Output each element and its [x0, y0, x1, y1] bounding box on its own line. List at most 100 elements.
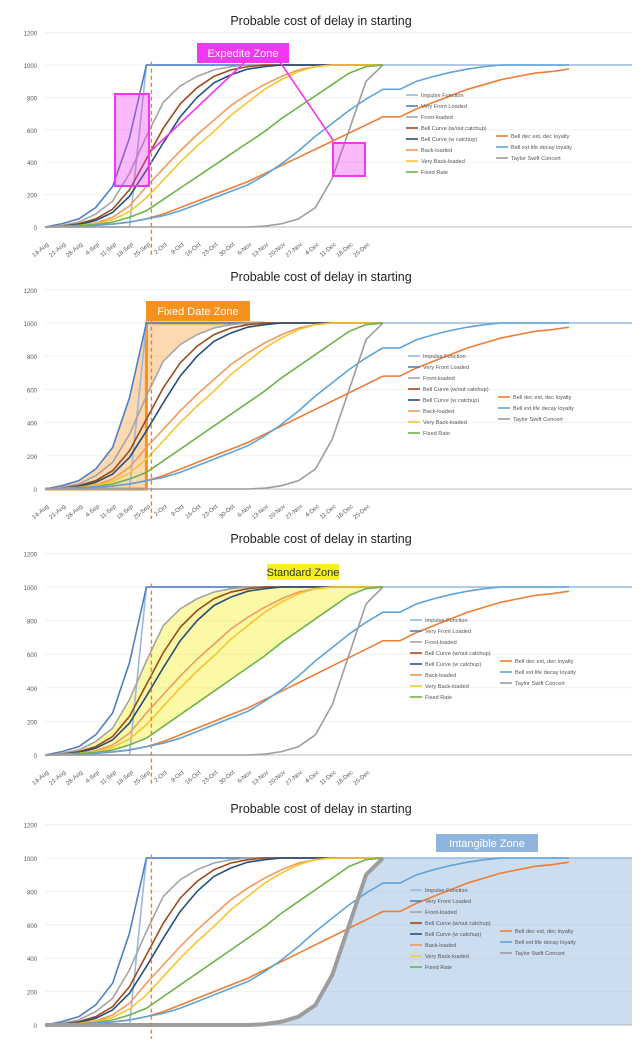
chart-panel-standard: Probable cost of delay in starting 0 200 4… [0, 524, 642, 787]
legend-label: Bell ext life decay loyalty [515, 670, 576, 676]
y-tick-label: 800 [27, 890, 38, 896]
zone-label-box [436, 834, 538, 852]
x-tick-label: 21-Aug [48, 242, 67, 259]
x-tick-label: 4-Dec [305, 770, 321, 785]
x-tick-label: 11-Dec [319, 242, 337, 259]
legend-label: Bell ext life decay loyalty [513, 406, 574, 412]
x-tick-label: 2-Oct [153, 504, 168, 518]
x-tick-label: 4-Dec [305, 242, 321, 257]
series-line [44, 322, 383, 490]
series-line [44, 64, 569, 228]
chart-title: Probable cost of delay in starting [230, 14, 412, 28]
x-tick-label: 11-Dec [319, 770, 337, 786]
zone-label-box [146, 301, 250, 321]
legend-label: Front-loaded [423, 376, 455, 382]
y-tick-label: 1000 [24, 857, 38, 863]
chart-title: Probable cost of delay in starting [230, 802, 412, 816]
y-tick-label: 400 [27, 422, 38, 428]
y-tick-label: 0 [34, 226, 38, 232]
legend-label: Very Back-loaded [425, 954, 469, 960]
x-tick-label: 2-Oct [153, 242, 168, 256]
x-tick-label: 18-Sep [116, 242, 135, 259]
x-tick-label: 27-Nov [285, 770, 304, 786]
series-line [44, 857, 384, 1026]
legend-label: Front-loaded [425, 640, 457, 646]
legend-label: Very Front Loaded [425, 899, 471, 905]
zone-label: Fixed Date Zone [157, 306, 238, 318]
legend-label: Bell Curve (w catchup) [425, 662, 481, 668]
x-tick-label: 23-Oct [202, 770, 220, 786]
x-tick-label: 16-Oct [185, 504, 203, 520]
legend-label: Bell dec ext, dec loyalty [515, 659, 574, 665]
legend-label: Bell Curve (w catchup) [421, 137, 477, 143]
zone-area [45, 858, 632, 1025]
legend-label: Fixed Rate [423, 431, 450, 437]
legend-label: Back-loaded [425, 673, 456, 679]
x-tick-label: 21-Aug [48, 770, 67, 786]
y-tick-label: 200 [27, 991, 38, 997]
y-tick-label: 1200 [24, 289, 38, 295]
x-tick-label: 2-Oct [153, 770, 168, 784]
x-tick-label: 16-Oct [185, 242, 203, 258]
legend-label: Fixed Rate [425, 695, 452, 701]
y-tick-label: 200 [27, 720, 38, 726]
legend-label: Impulse Function [425, 888, 468, 894]
x-tick-label: 20-Nov [268, 770, 287, 786]
x-tick-label: 9-Oct [170, 770, 185, 784]
y-tick-label: 600 [27, 653, 38, 659]
x-tick-label: 25-Sep [133, 242, 152, 259]
zone-arrow [279, 61, 334, 141]
y-tick-label: 1000 [24, 322, 38, 328]
x-tick-label: 20-Nov [268, 242, 287, 259]
series-line [44, 857, 569, 1026]
y-tick-label: 1000 [24, 64, 38, 70]
zone-box [114, 93, 150, 187]
legend-label: Bell Curve (w/out catchup) [423, 387, 489, 393]
y-tick-label: 400 [27, 161, 38, 167]
zone-area [45, 323, 265, 489]
series-line [44, 586, 383, 756]
legend-label: Bell dec ext, dec loyalty [511, 134, 570, 140]
chart-panel-expedite: Probable cost of delay in starting 0 200 4… [0, 0, 642, 262]
y-tick-label: 1200 [24, 824, 38, 830]
legend-label: Taylor Swift Concert [513, 417, 563, 423]
x-tick-label: 14-Aug [32, 770, 51, 786]
x-tick-label: 13-Nov [251, 770, 270, 786]
x-tick-label: 27-Nov [285, 504, 304, 521]
x-tick-label: 18-Sep [116, 770, 135, 786]
series-line [44, 586, 569, 756]
x-tick-label: 28-Aug [65, 504, 84, 521]
legend-label: Bell Curve (w/out catchup) [421, 126, 487, 132]
legend-label: Very Back-loaded [421, 159, 465, 165]
legend-label: Bell Curve (w/out catchup) [425, 921, 491, 927]
x-tick-label: 4-Dec [305, 504, 321, 519]
x-tick-label: 30-Oct [219, 504, 237, 520]
y-tick-label: 600 [27, 388, 38, 394]
x-tick-label: 18-Dec [336, 770, 355, 786]
legend-label: Very Front Loaded [423, 365, 469, 371]
x-tick-label: 9-Oct [170, 242, 185, 256]
x-tick-label: 13-Nov [251, 504, 270, 521]
legend-label: Taylor Swift Concert [515, 681, 565, 687]
zone-area [45, 587, 383, 755]
x-tick-label: 11-Dec [319, 504, 337, 521]
legend-label: Taylor Swift Concert [515, 951, 565, 957]
series-line [44, 322, 569, 490]
y-tick-label: 1000 [24, 586, 38, 592]
legend-label: Bell Curve (w catchup) [425, 932, 481, 938]
x-tick-label: 18-Dec [336, 504, 355, 521]
x-tick-label: 30-Oct [219, 242, 237, 258]
x-tick-label: 25-Dec [353, 770, 372, 786]
legend-label: Bell dec ext, dec loyalty [513, 395, 572, 401]
zone-label: Expedite Zone [208, 48, 279, 60]
zone-label: Standard Zone [267, 567, 340, 579]
zone-label: Intangible Zone [449, 838, 525, 850]
x-tick-label: 11-Sep [100, 504, 119, 521]
x-tick-label: 30-Oct [219, 770, 237, 786]
x-tick-label: 11-Sep [100, 242, 119, 259]
legend-label: Front-loaded [425, 910, 457, 916]
legend-label: Very Front Loaded [425, 629, 471, 635]
legend-label: Bell ext life decay loyalty [515, 940, 576, 946]
x-tick-label: 13-Nov [251, 242, 270, 259]
